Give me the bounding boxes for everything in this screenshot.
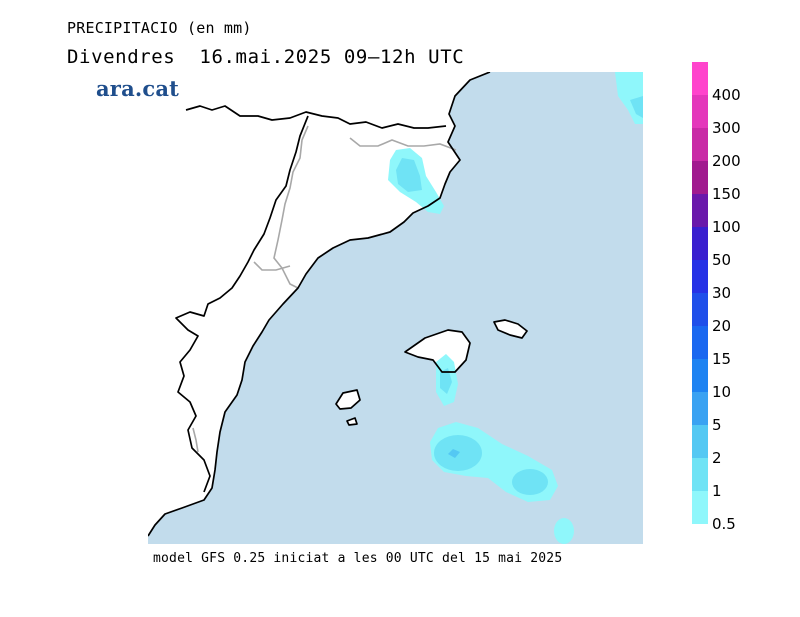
- coastlines: [148, 72, 528, 537]
- legend-label-2: 2: [712, 449, 722, 467]
- legend-swatch-20: [692, 293, 708, 326]
- legend-label-300: 300: [712, 119, 741, 137]
- legend-swatch-0-5: [692, 491, 708, 524]
- precip-area-south-core-east: [512, 469, 548, 495]
- island-mallorca: [405, 330, 470, 372]
- legend-swatch-2: [692, 425, 708, 458]
- legend-label-20: 20: [712, 317, 732, 335]
- legend-label-200: 200: [712, 152, 741, 170]
- precip-area-south-max: [448, 449, 460, 458]
- legend-swatch-10: [692, 359, 708, 392]
- legend-swatch-50: [692, 227, 708, 260]
- precip-area-mallorca-core: [440, 368, 452, 394]
- regional-borders: [192, 125, 457, 453]
- legend-swatch-30: [692, 260, 708, 293]
- legend-label-30: 30: [712, 284, 732, 302]
- chart-title: PRECIPITACIO (en mm): [67, 19, 252, 37]
- precip-area-north-east-core: [630, 96, 643, 118]
- legend-label-150: 150: [712, 185, 741, 203]
- legend-label-0-5: 0.5: [712, 515, 736, 533]
- legend-label-100: 100: [712, 218, 741, 236]
- legend-swatch-300: [692, 95, 708, 128]
- precip-area-catalonia-core: [396, 158, 422, 192]
- legend-label-50: 50: [712, 251, 732, 269]
- island-menorca: [494, 320, 527, 338]
- legend-label-10: 10: [712, 383, 732, 401]
- precip-area-far-south: [554, 518, 574, 544]
- legend-label-400: 400: [712, 86, 741, 104]
- island-formentera: [347, 418, 357, 425]
- forecast-date: Divendres 16.mai.2025 09–12h UTC: [67, 46, 465, 68]
- legend-swatch-400: [692, 62, 708, 95]
- legend-label-5: 5: [712, 416, 722, 434]
- legend-label-1: 1: [712, 482, 722, 500]
- legend-swatch-100: [692, 194, 708, 227]
- legend-swatch-1: [692, 458, 708, 491]
- precip-areas: [388, 72, 643, 544]
- legend-swatch-200: [692, 128, 708, 161]
- legend-swatch-150: [692, 161, 708, 194]
- brand-logo[interactable]: ara.cat: [96, 76, 180, 101]
- legend-label-15: 15: [712, 350, 732, 368]
- legend-swatch-15: [692, 326, 708, 359]
- model-info: model GFS 0.25 iniciat a les 00 UTC del …: [153, 551, 563, 566]
- legend-swatch-5: [692, 392, 708, 425]
